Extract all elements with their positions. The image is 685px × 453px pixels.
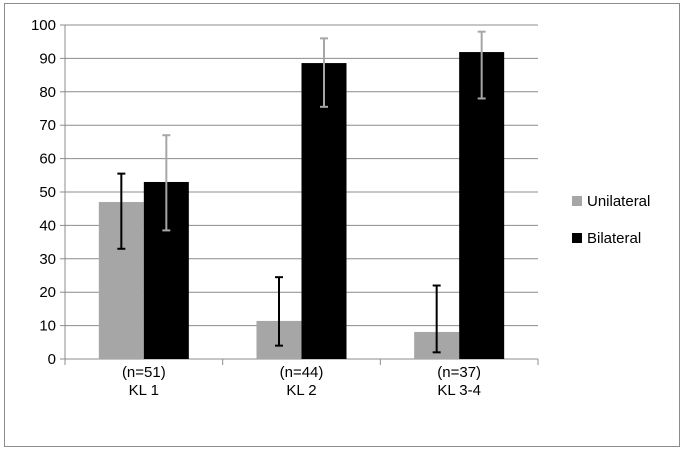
y-tick-label: 60 xyxy=(39,151,56,168)
y-tick-label: 50 xyxy=(39,184,56,201)
y-tick-label: 40 xyxy=(39,217,56,234)
y-tick-label: 30 xyxy=(39,251,56,268)
legend-swatch-bilateral xyxy=(572,233,582,243)
bar-bilateral-2 xyxy=(301,63,347,360)
x-category-n-label: (n=51) xyxy=(122,364,166,381)
y-tick-label: 70 xyxy=(39,117,56,134)
y-tick-label: 90 xyxy=(39,50,56,67)
y-tick-label: 20 xyxy=(39,284,56,301)
x-category-label: KL 2 xyxy=(286,382,316,399)
chart-frame: 0 10 20 30 40 50 60 70 80 90 100 (n=51) KL 1 (n=44) KL… xyxy=(4,3,680,447)
x-category-n-label: (n=37) xyxy=(437,364,481,381)
y-tick-label: 100 xyxy=(31,17,56,34)
legend-label-unilateral: Unilateral xyxy=(587,193,650,210)
bar-bilateral-3 xyxy=(459,52,505,359)
legend-swatch-unilateral xyxy=(572,196,582,206)
legend-label-bilateral: Bilateral xyxy=(587,230,641,247)
y-tick-label: 80 xyxy=(39,84,56,101)
x-category-n-label: (n=44) xyxy=(280,364,324,381)
x-category-label: KL 3-4 xyxy=(437,382,481,399)
y-tick-label: 0 xyxy=(48,351,56,368)
y-tick-label: 10 xyxy=(39,318,56,335)
x-category-label: KL 1 xyxy=(129,382,159,399)
